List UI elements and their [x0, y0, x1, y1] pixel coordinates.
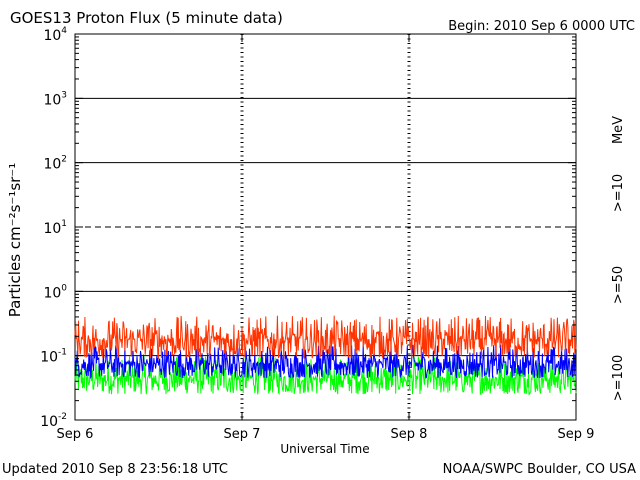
series-lines: [74, 315, 577, 396]
x-tick-label: Sep 6: [57, 427, 94, 442]
x-tick-label: Sep 7: [224, 427, 261, 442]
y-tick-label: 100: [43, 283, 67, 301]
y-tick-label: 104: [43, 26, 67, 44]
y-tick-label: 10-1: [40, 348, 67, 366]
updated-timestamp: Updated 2010 Sep 8 23:56:18 UTC: [2, 462, 228, 477]
begin-time: Begin: 2010 Sep 6 0000 UTC: [448, 19, 635, 34]
chart-title: GOES13 Proton Flux (5 minute data): [10, 9, 283, 27]
y-tick-label: 102: [43, 155, 67, 173]
y-axis-label: Particles cm⁻²s⁻¹sr⁻¹: [6, 163, 24, 317]
y-tick-label: 103: [43, 90, 67, 108]
legend-series-100: >=100: [611, 355, 626, 402]
x-tick-label: Sep 9: [558, 427, 595, 442]
y-tick-label: 101: [43, 219, 67, 237]
y-axis-ticks: 10-2 10-1 100 101 102 103 104: [40, 26, 576, 430]
legend-series-10: >=10: [611, 174, 626, 212]
series-line-0: [74, 315, 577, 360]
x-axis-ticks: Sep 6 Sep 7 Sep 8 Sep 9: [57, 34, 595, 442]
x-axis-label: Universal Time: [280, 442, 369, 456]
legend-series-50: >=50: [611, 266, 626, 304]
grid-lines: [75, 34, 576, 420]
series-line-1: [74, 344, 577, 380]
credit-label: NOAA/SWPC Boulder, CO USA: [443, 462, 636, 477]
x-tick-label: Sep 8: [391, 427, 428, 442]
legend-unit: MeV: [611, 116, 626, 144]
y-tick-label: 10-2: [40, 412, 67, 430]
